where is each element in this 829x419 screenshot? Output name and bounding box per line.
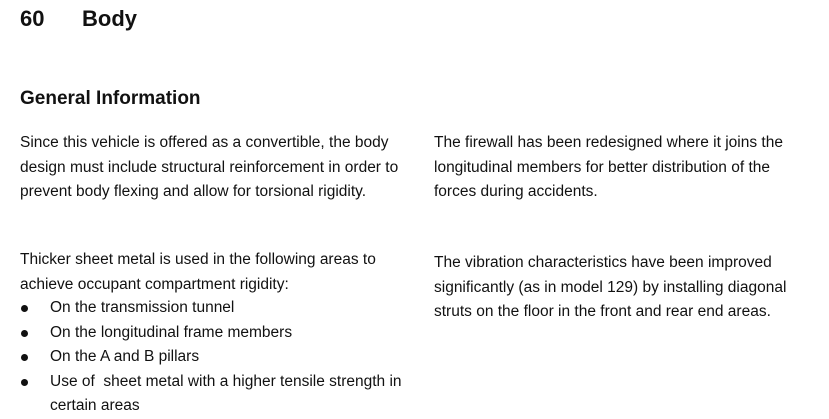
section-title: Body xyxy=(82,6,137,31)
section-heading: General Information xyxy=(20,88,201,109)
bullet-list: On the transmission tunnel On the longit… xyxy=(20,296,410,419)
right-paragraph-1: The firewall has been redesigned where i… xyxy=(434,134,783,200)
bullet-item: On the longitudinal frame members xyxy=(20,321,410,346)
bullet-text: On the transmission tunnel xyxy=(50,299,235,316)
bullet-item: On the A and B pillars xyxy=(20,345,410,370)
bullet-text: On the longitudinal frame members xyxy=(50,323,293,341)
bullet-dot-icon xyxy=(21,354,28,361)
bullet-item: Use of sheet metal with a higher tensile… xyxy=(20,370,410,419)
left-paragraph-1: Since this vehicle is offered as a conve… xyxy=(20,134,399,200)
bullet-dot-icon xyxy=(21,305,28,312)
page-header: 60 Body xyxy=(20,4,137,34)
left-paragraph-2: Thicker sheet metal is used in the follo… xyxy=(20,251,376,293)
bullet-dot-icon xyxy=(21,329,28,337)
bullet-text: On the A and B pillars xyxy=(50,348,200,365)
bullet-item: On the transmission tunnel xyxy=(20,296,410,321)
right-paragraph-2: The vibration characteristics have been … xyxy=(434,254,787,320)
section-number: 60 xyxy=(20,6,45,31)
bullet-dot-icon xyxy=(21,378,28,386)
bullet-text: Use of sheet metal with a higher tensile… xyxy=(50,372,406,415)
